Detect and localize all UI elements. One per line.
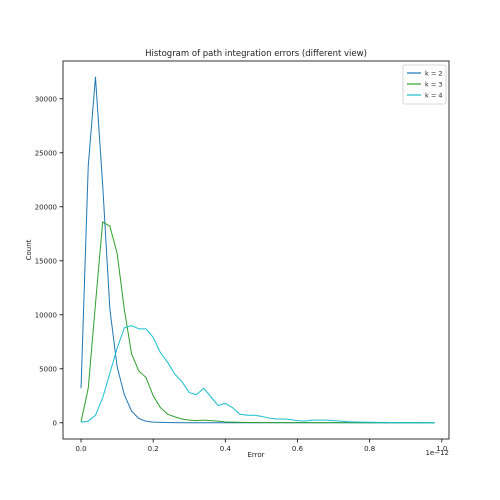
y-axis-label: Count: [25, 239, 33, 260]
axes-frame: [62, 60, 450, 440]
chart-title: Histogram of path integration errors (di…: [145, 49, 367, 59]
series-line-k4: [80, 325, 435, 424]
y-tick-label: 25000: [35, 149, 57, 157]
axes: 0.0 0.2 0.4 0.6 0.8 1.0 0 5000 10000 15000 20000 25…: [35, 60, 450, 453]
x-tick-label: 0.0: [75, 445, 86, 453]
y-tick-label: 10000: [35, 311, 57, 319]
y-tick-label: 0: [53, 419, 57, 427]
x-tick-label: 0.6: [292, 445, 304, 453]
y-tick-label: 30000: [35, 95, 57, 103]
legend-label-k3: k = 3: [425, 81, 442, 89]
x-axis-offset-label: 1e−12: [425, 449, 449, 457]
x-axis-label: Error: [247, 451, 264, 459]
series-line-k3: [80, 221, 435, 424]
y-tick-label: 15000: [35, 257, 57, 265]
plot-area: [80, 76, 435, 424]
legend: k = 2 k = 3 k = 4: [402, 64, 447, 105]
x-tick-label: 0.8: [364, 445, 375, 453]
y-tick-label: 5000: [39, 365, 57, 373]
x-tick-label: 0.2: [148, 445, 159, 453]
legend-label-k4: k = 4: [425, 92, 442, 100]
y-tick-label: 20000: [35, 203, 57, 211]
legend-box: [402, 64, 447, 105]
x-tick-label: 1.0: [436, 445, 447, 453]
x-tick-label: 0.4: [220, 445, 232, 453]
legend-label-k2: k = 2: [425, 70, 442, 78]
